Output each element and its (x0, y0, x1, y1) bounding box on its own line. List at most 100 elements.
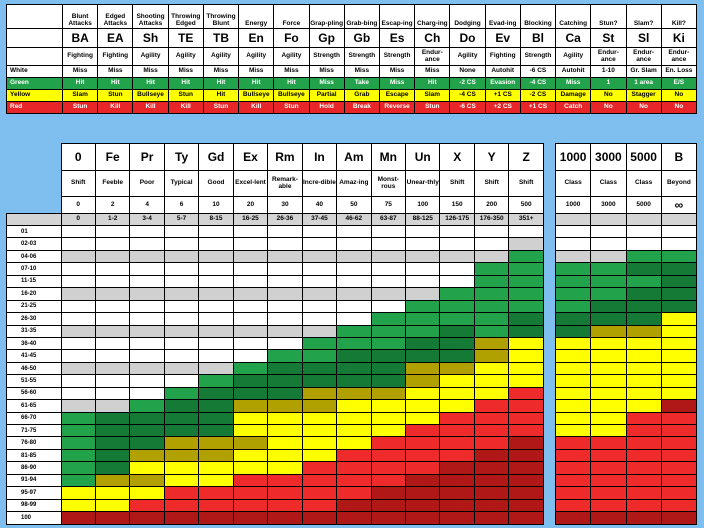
high_ranks-header-blank (554, 213, 698, 226)
result-cell (554, 436, 592, 450)
result-cell (94, 386, 131, 401)
result-cell (198, 486, 234, 500)
roll-row (554, 262, 698, 276)
result-cell (336, 361, 372, 376)
result-cell (94, 399, 131, 413)
action-cell-ki-yellow: No (660, 89, 698, 102)
action-cell-bl-base: Strength (519, 47, 557, 66)
result-cell (232, 361, 269, 376)
rank-name-3: Beyond (660, 170, 698, 197)
action-cell-ch-white: Miss (414, 65, 451, 78)
result-cell (405, 423, 441, 438)
rank-abbr-2: 5000 (625, 143, 662, 171)
rank-name-2: Poor (129, 170, 165, 197)
action-cell-tb-name: Throwing Blunt (202, 4, 240, 29)
result-cell (625, 473, 662, 488)
row-label (6, 4, 63, 29)
result-cell (439, 374, 475, 388)
result-cell (405, 224, 441, 239)
result-cell (129, 336, 165, 351)
result-cell (198, 374, 234, 388)
result-cell (508, 486, 544, 500)
result-cell (94, 448, 131, 463)
result-cell (554, 498, 592, 513)
result-cell (590, 237, 627, 251)
rank-null-2 (625, 213, 662, 226)
result-cell (336, 473, 372, 488)
rank-range-0: 0 (60, 213, 96, 226)
high-rank-table: 1000 3000 5000 B Class Class Class Beyond 1000 30… (554, 143, 698, 525)
action-cell-do-yellow: -4 CS (449, 89, 486, 102)
result-cell (473, 473, 510, 488)
result-cell (301, 423, 338, 438)
result-cell (163, 224, 200, 239)
result-cell (163, 486, 200, 500)
result-cell (590, 324, 627, 338)
action-cell-sh-name: Shooting Attacks (132, 4, 169, 29)
action-cell-ev-green: Evasion (484, 77, 521, 90)
result-cell (660, 274, 698, 289)
result-cell (232, 287, 269, 301)
roll-label: 86-90 (6, 461, 62, 475)
row-label: Green (6, 77, 63, 90)
action-cell-ba-abbr: BA (61, 28, 99, 48)
result-cell (129, 237, 165, 251)
result-cell (129, 287, 165, 301)
roll-row: 61-65 (6, 399, 544, 413)
rank-abbr-11: X (439, 143, 475, 171)
result-cell (301, 399, 338, 413)
ranks-header-name: Shift Feeble Poor Typical Good Excel-lent Rema… (6, 170, 544, 197)
rank-value-2: 4 (129, 196, 165, 214)
rank-abbr-13: Z (508, 143, 544, 171)
result-cell (267, 374, 303, 388)
roll-row: 21-25 (6, 299, 544, 314)
result-cell (439, 411, 475, 426)
result-cell (336, 498, 372, 513)
result-cell (625, 274, 662, 289)
result-cell (439, 287, 475, 301)
result-cell (370, 336, 407, 351)
action-cell-ev-red: +2 CS (484, 101, 521, 114)
action-cell-sh-abbr: Sh (132, 28, 169, 48)
result-cell (129, 436, 165, 450)
result-cell (405, 299, 441, 314)
roll-label: 81-85 (6, 448, 62, 463)
result-cell (60, 411, 96, 426)
result-cell (94, 224, 131, 239)
roll-row (554, 324, 698, 338)
result-cell (590, 361, 627, 376)
result-cell (473, 237, 510, 251)
result-cell (163, 448, 200, 463)
result-cell (94, 349, 131, 363)
result-cell (60, 423, 96, 438)
high_ranks-header-name: Class Class Class Beyond (554, 170, 698, 197)
rank-range-13: 351+ (508, 213, 544, 226)
result-cell (129, 262, 165, 276)
result-cell (508, 349, 544, 363)
roll-row (554, 461, 698, 475)
action-cell-ch-name: Charg-ing (414, 4, 451, 29)
action-cell-es-yellow: Escape (378, 89, 416, 102)
result-cell (439, 349, 475, 363)
action-cell-ch-red: Stun (414, 101, 451, 114)
result-cell (660, 411, 698, 426)
result-cell (163, 423, 200, 438)
action-cell-ca-red: Catch (555, 101, 592, 114)
result-cell (232, 486, 269, 500)
roll-row (554, 237, 698, 251)
action-cell-gb-base: Strength (343, 47, 380, 66)
result-cell (336, 262, 372, 276)
result-cell (198, 448, 234, 463)
result-cell (336, 423, 372, 438)
result-cell (625, 299, 662, 314)
action-cell-ea-base: Fighting (97, 47, 134, 66)
rank-abbr-3: Ty (163, 143, 200, 171)
roll-row (554, 473, 698, 488)
result-cell (232, 336, 269, 351)
action-cell-ki-name: Kill? (660, 4, 698, 29)
result-cell (439, 299, 475, 314)
action-cell-sl-base: Endur-ance (625, 47, 662, 66)
result-cell (439, 486, 475, 500)
result-cell (439, 274, 475, 289)
roll-row: 100 (6, 511, 544, 525)
